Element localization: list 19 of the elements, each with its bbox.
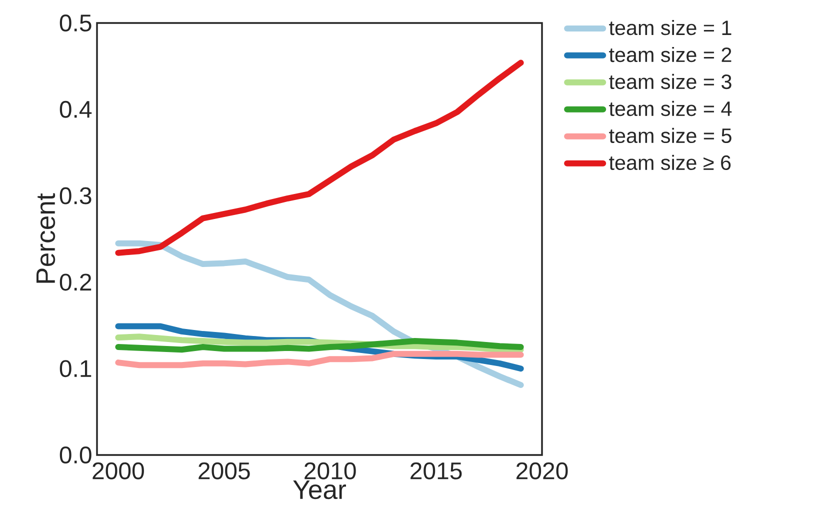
x-tick-label: 2010 <box>304 462 356 480</box>
y-tick-label: 0.3 <box>60 187 92 204</box>
y-tick-label: 0.4 <box>60 100 92 118</box>
legend-label: team size = 4 <box>609 100 732 116</box>
y-tick-label: 0.2 <box>60 274 92 291</box>
legend-label: team size = 3 <box>609 74 732 90</box>
y-axis-title: Percent <box>36 193 56 283</box>
legend-label: team size ≥ 6 <box>609 154 731 170</box>
y-tick-label: 0.1 <box>60 360 92 378</box>
y-tick-label: 0.0 <box>60 446 92 464</box>
x-tick-label: 2020 <box>516 462 568 480</box>
x-tick-label: 2000 <box>92 462 144 480</box>
y-tick-label: 0.5 <box>60 14 92 32</box>
x-tick-label: 2015 <box>410 462 462 480</box>
x-axis-title: Year <box>293 480 346 500</box>
legend-label: team size = 2 <box>609 46 732 62</box>
x-tick-label: 2005 <box>198 462 250 480</box>
legend-label: team size = 5 <box>609 128 732 144</box>
legend-label: team size = 1 <box>609 20 732 36</box>
